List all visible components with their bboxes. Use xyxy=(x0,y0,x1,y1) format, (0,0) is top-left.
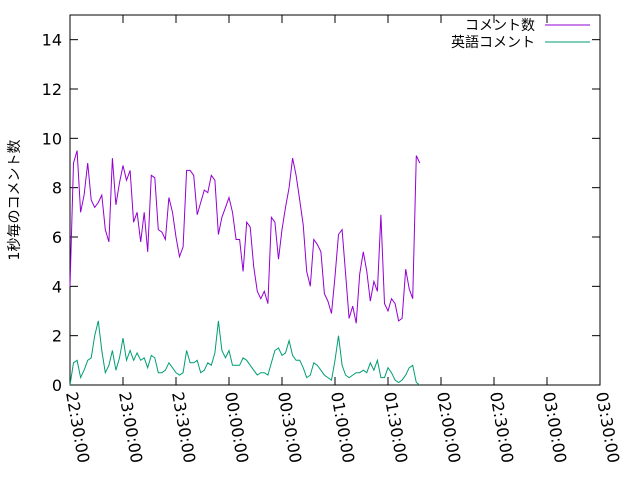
y-tick-label-3: 6 xyxy=(52,228,62,247)
plot-frame xyxy=(69,14,601,386)
y-axis-title: 1秒毎のコメント数 xyxy=(7,140,23,261)
series-line-0 xyxy=(69,150,421,324)
y-tick-label-0: 0 xyxy=(52,376,62,395)
x-tick-label-1: 23:00:00 xyxy=(115,390,146,464)
y-tick-label-6: 12 xyxy=(42,80,62,99)
y-tick-label-1: 2 xyxy=(52,327,62,346)
x-tick-label-5: 01:00:00 xyxy=(327,390,358,464)
y-tick-label-4: 8 xyxy=(52,179,62,198)
x-tick-label-7: 02:00:00 xyxy=(433,390,464,464)
legend-label-1: 英語コメント xyxy=(451,34,535,51)
series-line-1 xyxy=(69,320,421,386)
x-tick-label-8: 02:30:00 xyxy=(486,390,517,464)
x-tick-label-6: 01:30:00 xyxy=(380,390,411,464)
series-lines xyxy=(69,150,421,386)
x-tick-label-10: 03:30:00 xyxy=(592,390,623,464)
y-tick-label-2: 4 xyxy=(52,277,62,296)
x-tick-label-9: 03:00:00 xyxy=(539,390,570,464)
y-tick-label-5: 10 xyxy=(42,129,62,148)
x-tick-label-0: 22:30:00 xyxy=(62,390,93,464)
x-tick-label-2: 23:30:00 xyxy=(168,390,199,464)
x-tick-label-4: 00:30:00 xyxy=(274,390,305,464)
y-tick-label-7: 14 xyxy=(42,31,62,50)
y-axis-ticks: 0 2 4 6 8 10 12 14 xyxy=(42,31,600,395)
legend-label-0: コメント数 xyxy=(465,18,535,34)
x-tick-label-3: 00:00:00 xyxy=(221,390,252,464)
